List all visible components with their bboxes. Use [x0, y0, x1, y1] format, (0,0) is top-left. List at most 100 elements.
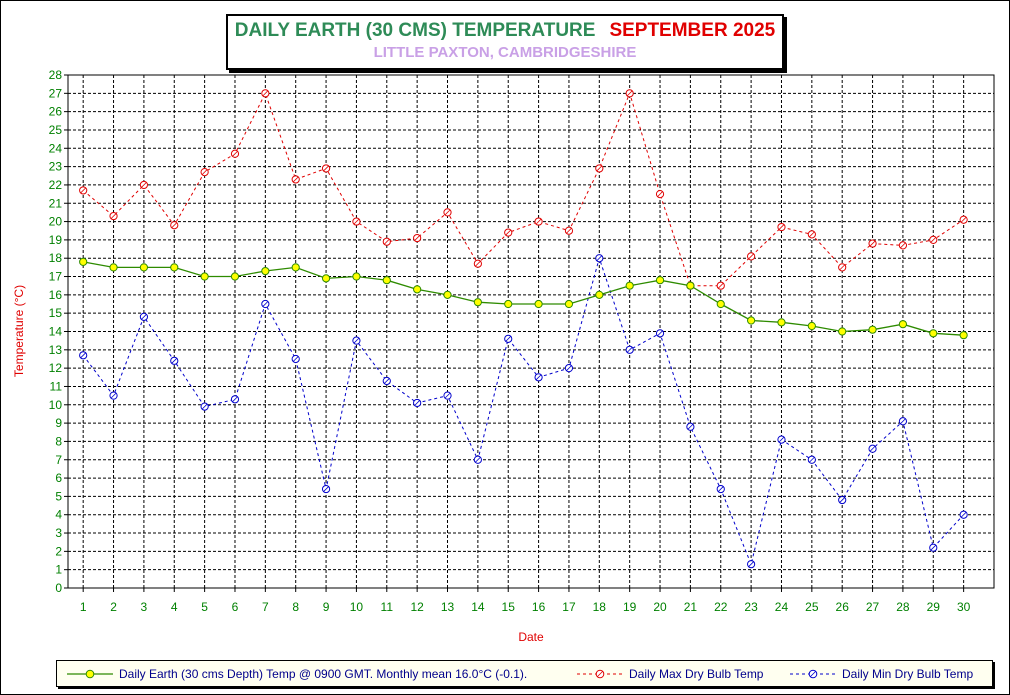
data-point-earth — [838, 327, 847, 336]
data-point-mark-max — [778, 224, 785, 230]
data-point-earth — [109, 263, 118, 272]
data-point-mark-max — [384, 239, 390, 245]
x-tick-label: 1 — [80, 600, 87, 614]
y-tick-label: 18 — [49, 251, 63, 265]
data-point-mark-min — [778, 436, 785, 443]
data-point-mark-max — [535, 218, 542, 225]
x-tick-label: 9 — [323, 600, 330, 614]
data-point-mark-max — [809, 231, 815, 238]
x-tick-label: 13 — [441, 600, 455, 614]
y-tick-label: 13 — [49, 343, 63, 357]
x-tick-label: 22 — [714, 600, 728, 614]
legend-swatch-min — [790, 669, 836, 678]
data-point-mark-min — [323, 486, 329, 492]
series-group — [79, 89, 968, 569]
x-tick-label: 27 — [866, 600, 880, 614]
data-point-mark-max — [201, 169, 208, 175]
y-ticks: 0123456789101112131415161718192021222324… — [49, 68, 68, 595]
chart-month: SEPTEMBER 2025 — [609, 20, 776, 41]
data-point-mark-min — [748, 561, 754, 567]
data-point-mark-max — [444, 209, 451, 216]
data-point-earth — [200, 272, 209, 281]
data-point-mark-max — [596, 165, 602, 172]
data-point-mark-min — [839, 497, 845, 503]
y-tick-label: 26 — [49, 105, 63, 119]
data-point-earth — [716, 299, 725, 309]
y-tick-label: 17 — [49, 270, 63, 284]
legend-item-earth: Daily Earth (30 cms Depth) Temp @ 0900 G… — [67, 661, 527, 686]
data-point-mark-min — [566, 365, 572, 371]
x-tick-label: 21 — [684, 600, 698, 614]
data-point-mark-max — [718, 283, 724, 289]
x-tick-label: 4 — [171, 600, 178, 614]
y-tick-label: 22 — [49, 178, 63, 192]
data-point-mark-max — [566, 228, 572, 234]
data-point-earth — [655, 276, 665, 285]
y-tick-label: 27 — [49, 86, 63, 100]
data-point-mark-min — [960, 512, 967, 518]
chart-title: DAILY EARTH (30 CMS) TEMPERATURE — [234, 20, 596, 41]
x-tick-label: 17 — [562, 600, 576, 614]
data-point-earth — [382, 276, 391, 285]
legend-item-min: Daily Min Dry Bulb Temp — [790, 661, 973, 686]
x-tick-label: 20 — [653, 600, 667, 614]
data-point-mark-max — [141, 182, 147, 188]
data-point-mark-max — [900, 242, 906, 249]
data-point-earth — [564, 299, 574, 309]
series-line-earth — [83, 261, 964, 336]
data-point-mark-max — [505, 229, 511, 236]
data-point-mark-max — [262, 90, 269, 97]
title-box: DAILY EARTH (30 CMS) TEMPERATURE SEPTEMBE… — [226, 14, 784, 70]
data-point-earth — [352, 272, 361, 281]
y-tick-label: 12 — [49, 361, 63, 375]
data-point-mark-max — [353, 218, 360, 225]
data-point-earth — [747, 316, 756, 325]
y-tick-label: 24 — [49, 141, 63, 155]
y-tick-label: 6 — [55, 471, 62, 485]
data-point-mark-max — [110, 213, 117, 219]
y-tick-label: 14 — [49, 325, 63, 339]
data-point-mark-max — [80, 187, 86, 194]
data-point-mark-min — [444, 392, 451, 399]
x-tick-label: 11 — [381, 600, 394, 614]
data-point-earth — [898, 320, 908, 329]
data-point-mark-min — [80, 352, 86, 359]
legend-label-earth: Daily Earth (30 cms Depth) Temp @ 0900 G… — [119, 666, 528, 681]
data-point-mark-min — [535, 374, 542, 380]
data-point-mark-min — [869, 446, 876, 452]
data-point-mark-max — [930, 237, 936, 243]
x-tick-label: 6 — [232, 600, 239, 614]
data-point-earth — [686, 281, 695, 290]
data-point-mark-min — [293, 356, 299, 362]
y-tick-label: 28 — [49, 68, 63, 82]
x-tick-label: 5 — [201, 600, 208, 614]
series-line-max — [82, 91, 964, 287]
data-point-earth — [443, 290, 452, 299]
x-tick-label: 8 — [292, 600, 299, 614]
legend-swatch-earth — [67, 669, 113, 678]
legend: Daily Earth (30 cms Depth) Temp @ 0900 G… — [56, 660, 993, 687]
y-tick-label: 20 — [49, 215, 63, 229]
x-tick-label: 18 — [593, 600, 607, 614]
x-tick-label: 29 — [927, 600, 941, 614]
x-tick-label: 2 — [110, 600, 117, 614]
data-point-mark-min — [141, 314, 147, 320]
data-point-earth — [959, 331, 968, 340]
y-axis-label: Temperature (°C) — [12, 285, 26, 377]
data-point-earth — [170, 263, 179, 272]
y-tick-label: 8 — [55, 434, 62, 448]
x-tick-label: 24 — [775, 600, 789, 614]
data-point-mark-min — [232, 396, 238, 402]
y-tick-label: 19 — [49, 233, 63, 247]
x-axis-label: Date — [518, 630, 544, 644]
data-point-earth — [777, 318, 786, 327]
legend-swatch-max — [577, 669, 623, 678]
data-point-mark-max — [626, 90, 633, 97]
x-tick-label: 16 — [532, 600, 546, 614]
data-point-mark-max — [960, 217, 967, 223]
x-tick-label: 12 — [410, 600, 424, 614]
y-tick-label: 2 — [55, 544, 62, 558]
x-tick-label: 19 — [623, 600, 637, 614]
data-point-earth — [139, 263, 149, 272]
